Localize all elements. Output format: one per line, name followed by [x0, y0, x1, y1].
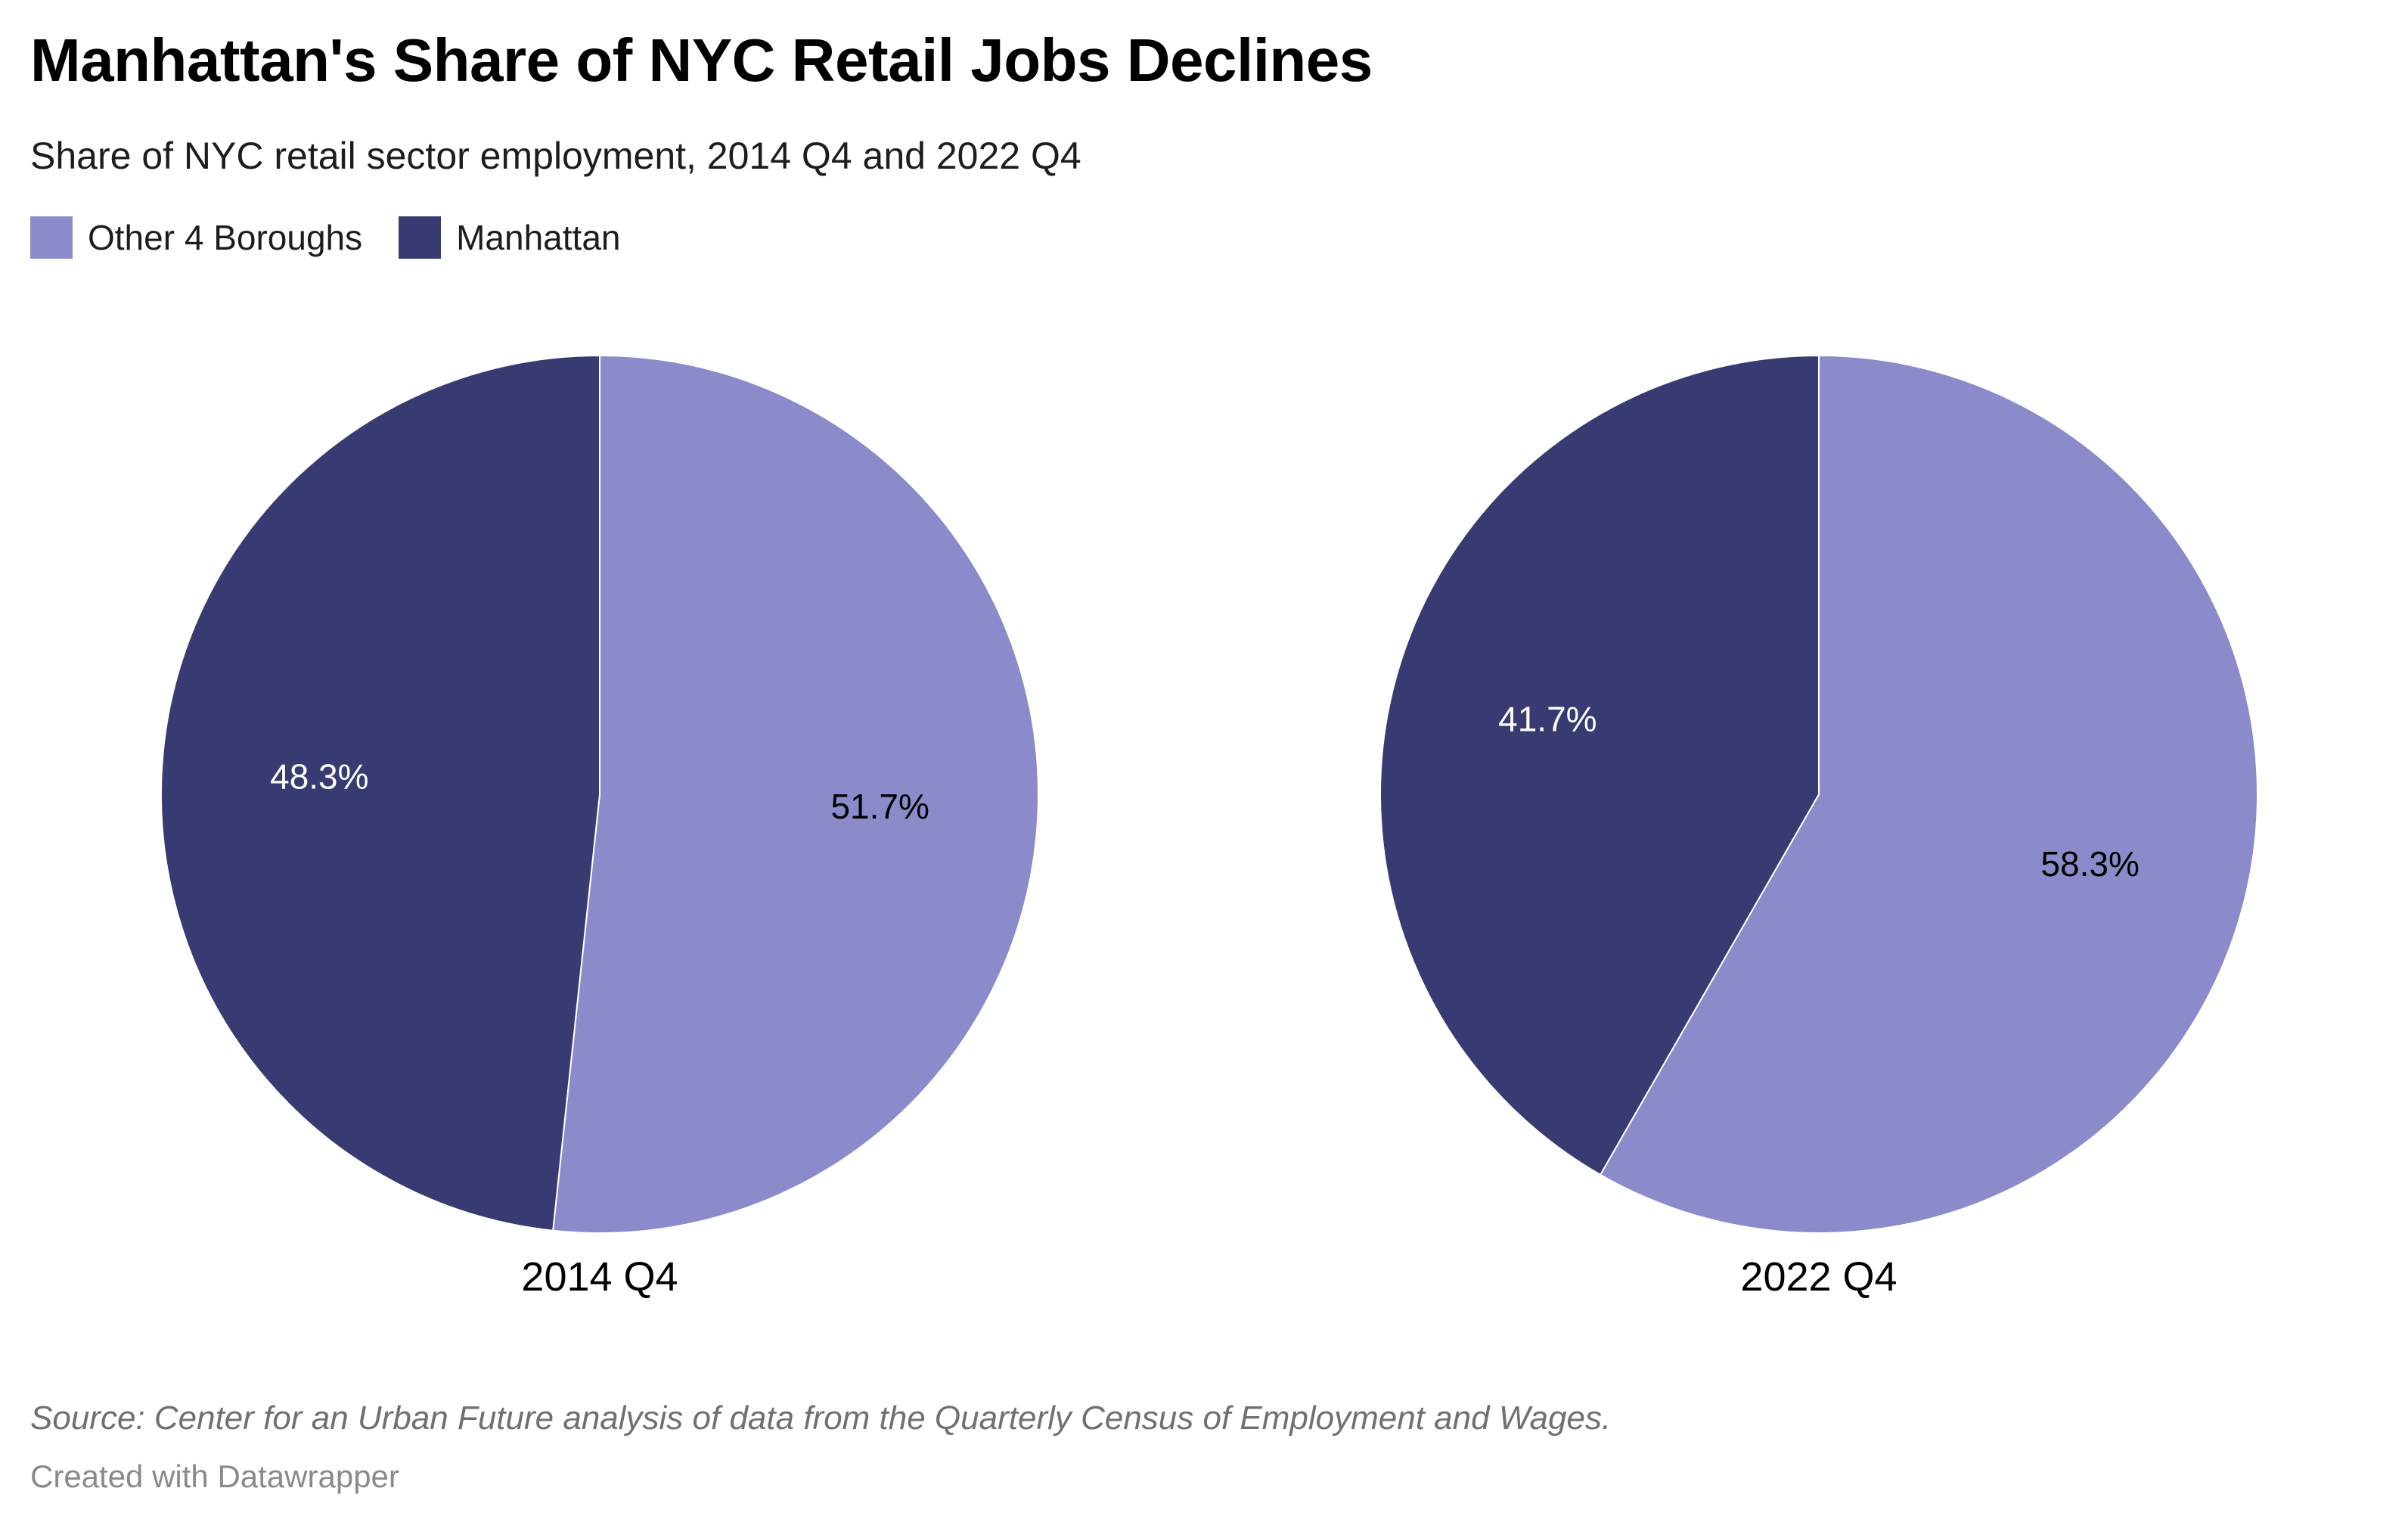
pie-caption-2022-q4: 2022 Q4 [1740, 1254, 1897, 1300]
legend-swatch-manhattan [399, 216, 442, 259]
legend-label-other-boroughs: Other 4 Boroughs [88, 218, 363, 257]
chart-title: Manhattan's Share of NYC Retail Jobs Dec… [30, 26, 1373, 94]
pie-caption-2014-q4: 2014 Q4 [521, 1254, 678, 1300]
pie-label-2022-q4-manhattan: 41.7% [1498, 699, 1597, 738]
pie-label-2022-q4-other-4-boroughs: 58.3% [2040, 844, 2139, 884]
pie-slice-2022-q4-manhattan[interactable] [1379, 354, 1820, 1176]
legend-item-other-boroughs: Other 4 Boroughs [30, 216, 362, 259]
pie-chart-2022-q4: 58.3% 41.7% 2022 Q4 [1379, 354, 2258, 1300]
legend-label-manhattan: Manhattan [456, 218, 621, 257]
credit-line: Created with Datawrapper [30, 1459, 399, 1494]
pie-charts: 51.7% 48.3% 2014 Q4 58.3% 41.7% 2022 Q4 [160, 354, 2258, 1300]
chart-subtitle: Share of NYC retail sector employment, 2… [30, 135, 1081, 177]
legend: Other 4 Boroughs Manhattan [30, 216, 657, 259]
pie-chart-2014-q4: 51.7% 48.3% 2014 Q4 [160, 354, 1039, 1300]
legend-item-manhattan: Manhattan [399, 216, 621, 259]
pie-label-2014-q4-other-4-boroughs: 51.7% [830, 787, 929, 826]
pie-label-2014-q4-manhattan: 48.3% [270, 756, 368, 796]
source-note: Source: Center for an Urban Future analy… [30, 1400, 1612, 1437]
legend-swatch-other-boroughs [30, 216, 73, 259]
pie-slice-2022-q4-other-4-boroughs[interactable] [1599, 354, 2258, 1234]
pie-slice-2014-q4-manhattan[interactable] [160, 354, 600, 1232]
pie-slice-2014-q4-other-4-boroughs[interactable] [552, 354, 1039, 1234]
